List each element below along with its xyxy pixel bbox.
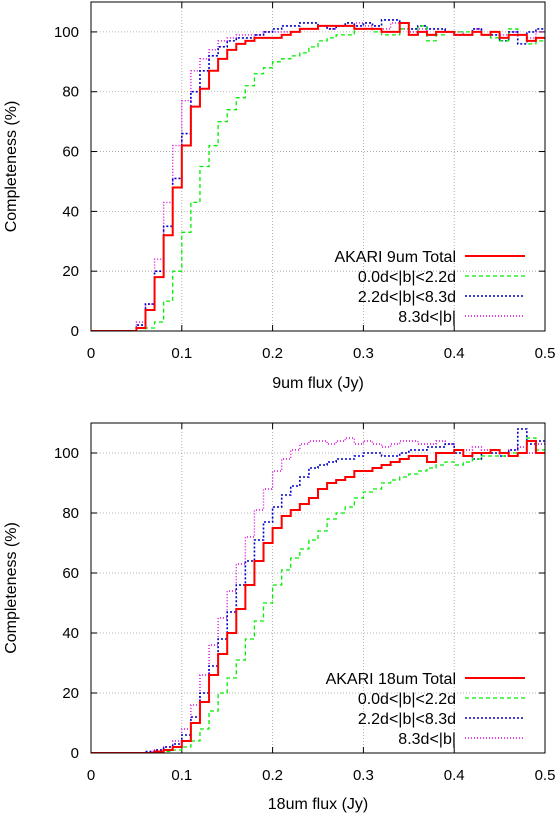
series-line-2 xyxy=(91,25,545,331)
plot-frame xyxy=(90,422,546,754)
series-line-3 xyxy=(91,19,545,331)
chart-panel-2: 0 0.1 0.2 0.3 0.4 0.5 0 20 40 60 80 100 18um flux (J… xyxy=(3,422,556,813)
legend-label: 0.0d<|b|<2.2d xyxy=(358,269,456,286)
legend-label: AKARI 18um Total xyxy=(326,671,456,688)
y-tick-label: 100 xyxy=(54,445,79,462)
legend: AKARI 9um Total 0.0d<|b|<2.2d 2.2d<|b|<8.3… xyxy=(334,249,525,326)
legend-label: 8.3d<|b| xyxy=(398,731,456,748)
series-line-4 xyxy=(91,437,545,753)
x-tick-label: 0.2 xyxy=(262,345,283,362)
y-tick-label: 20 xyxy=(62,263,79,280)
series-line-2 xyxy=(91,437,545,753)
y-tick-label: 80 xyxy=(62,84,79,101)
legend-label: AKARI 9um Total xyxy=(334,249,456,266)
x-tick-label: 0 xyxy=(87,767,95,784)
legend-label: 2.2d<|b|<8.3d xyxy=(358,289,456,306)
x-tick-label: 0.5 xyxy=(535,767,556,784)
x-tick-label: 0.3 xyxy=(353,345,374,362)
y-tick-label: 40 xyxy=(62,625,79,642)
x-axis-label: 18um flux (Jy) xyxy=(268,796,368,813)
y-tick-label: 0 xyxy=(71,745,79,762)
x-tick-label: 0.1 xyxy=(171,345,192,362)
y-axis-label: Completeness (%) xyxy=(3,101,20,233)
x-tick-label: 0.2 xyxy=(262,767,283,784)
series-line-1 xyxy=(91,440,545,753)
x-tick-label: 0.4 xyxy=(444,345,465,362)
x-tick-label: 0.3 xyxy=(353,767,374,784)
y-tick-label: 80 xyxy=(62,505,79,522)
x-axis-label: 9um flux (Jy) xyxy=(272,375,364,392)
legend-label: 2.2d<|b|<8.3d xyxy=(358,711,456,728)
y-tick-label: 0 xyxy=(71,323,79,340)
legend-label: 0.0d<|b|<2.2d xyxy=(358,691,456,708)
plot-frame xyxy=(90,1,546,332)
x-tick-label: 0.5 xyxy=(535,345,556,362)
y-axis-label: Completeness (%) xyxy=(3,522,20,654)
x-tick-label: 0.4 xyxy=(444,767,465,784)
y-tick-label: 60 xyxy=(62,565,79,582)
series-line-1 xyxy=(91,21,545,331)
y-tick-label: 60 xyxy=(62,144,79,161)
series-line-3 xyxy=(91,428,545,753)
series-line-4 xyxy=(91,22,545,331)
x-tick-label: 0.1 xyxy=(171,767,192,784)
legend-label: 8.3d<|b| xyxy=(398,309,456,326)
chart-panel-1: 0 0.1 0.2 0.3 0.4 0.5 0 20 40 60 80 100 9um flux (Jy… xyxy=(3,1,556,392)
y-tick-label: 100 xyxy=(54,24,79,41)
y-tick-label: 40 xyxy=(62,203,79,220)
x-tick-label: 0 xyxy=(87,345,95,362)
legend: AKARI 18um Total 0.0d<|b|<2.2d 2.2d<|b|<8.… xyxy=(326,671,525,748)
y-tick-label: 20 xyxy=(62,685,79,702)
